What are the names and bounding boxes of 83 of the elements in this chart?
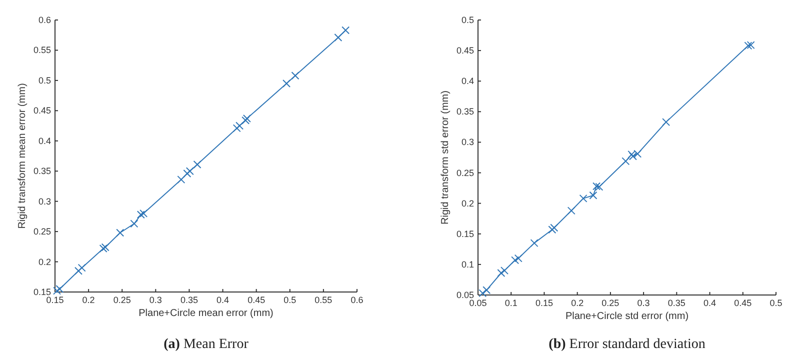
x-tick-label: 0.5	[284, 295, 296, 305]
y-tick-label: 0.4	[461, 76, 474, 86]
x-tick-label: 0.6	[350, 295, 364, 305]
point	[177, 176, 186, 184]
x-tick-label: 0.4	[704, 298, 716, 308]
y-tick-label: 0.35	[456, 106, 474, 117]
point	[592, 182, 601, 190]
y-tick-label: 0.3	[38, 196, 51, 206]
point	[511, 256, 520, 264]
point	[530, 239, 538, 248]
x-tick-label: 0.25	[602, 298, 620, 308]
y-tick-label: 0.25	[33, 226, 51, 237]
point	[497, 269, 506, 277]
point	[622, 157, 630, 166]
point	[514, 254, 522, 262]
y-tick-label: 0.55	[33, 45, 51, 56]
point	[183, 170, 192, 178]
point	[136, 210, 145, 219]
y-tick-label: 0.45	[33, 106, 51, 116]
point	[282, 79, 291, 88]
point	[589, 191, 598, 200]
x-tick-label: 0.35	[668, 298, 686, 308]
y-tick-label: 0.45	[456, 46, 474, 56]
x-tick-label: 0.45	[734, 298, 752, 308]
point	[74, 266, 82, 275]
x-tick-label: 0.4	[216, 295, 230, 305]
point	[744, 42, 752, 50]
point	[116, 228, 124, 237]
point	[579, 194, 588, 202]
point	[662, 118, 670, 126]
point	[53, 286, 62, 295]
point	[232, 124, 241, 132]
y-axis-title: Rigid transform std error (mm)	[440, 90, 451, 224]
x-tick-label: 0.15	[46, 295, 64, 305]
point	[478, 289, 487, 298]
y-tick-label: 0.3	[461, 137, 474, 148]
x-tick-label: 0.5	[770, 298, 782, 308]
point	[78, 264, 86, 272]
x-tick-label: 0.35	[180, 295, 198, 305]
point	[746, 41, 755, 50]
point	[291, 72, 300, 80]
point	[56, 284, 64, 293]
y-tick-label: 0.6	[38, 15, 51, 25]
x-tick-label: 0.45	[248, 295, 266, 305]
y-tick-label: 0.1	[461, 259, 474, 270]
y-tick-label: 0.2	[38, 256, 51, 267]
point	[550, 224, 558, 232]
x-tick-label: 0.05	[469, 298, 487, 308]
point	[99, 244, 108, 252]
point	[334, 34, 342, 42]
y-tick-label: 0.15	[456, 228, 474, 239]
point	[140, 209, 148, 218]
point	[595, 182, 604, 191]
point	[567, 206, 576, 215]
y-tick-label: 0.35	[33, 166, 51, 176]
x-tick-label: 0.15	[535, 298, 553, 308]
point	[186, 167, 194, 176]
x-axis-title: Plane+Circle std error (mm)	[565, 311, 689, 322]
y-tick-label: 0.2	[461, 198, 474, 208]
text: (b) Error standard deviation	[548, 337, 706, 352]
point	[101, 243, 110, 252]
x-tick-label: 0.2	[82, 295, 95, 305]
y-axis-title: Rigid transform mean error (mm)	[17, 83, 28, 229]
y-tick-label: 0.4	[38, 136, 51, 146]
x-tick-label: 0.2	[571, 298, 584, 308]
x-tick-label: 0.25	[113, 295, 131, 305]
x-axis-title: Plane+Circle mean error (mm)	[138, 308, 274, 319]
point	[500, 266, 508, 275]
y-tick-label: 0.5	[461, 15, 474, 25]
text: (a) Mean Error	[164, 337, 249, 352]
x-tick-label: 0.3	[149, 295, 162, 305]
y-tick-label: 0.15	[33, 287, 51, 297]
point	[130, 220, 138, 228]
point	[342, 26, 350, 34]
x-tick-label: 0.1	[504, 298, 518, 308]
x-tick-label: 0.55	[314, 295, 332, 305]
point	[548, 226, 556, 234]
point	[236, 122, 244, 130]
point	[482, 286, 491, 294]
y-tick-label: 0.25	[456, 168, 474, 178]
x-tick-label: 0.3	[637, 298, 650, 308]
point	[193, 160, 202, 168]
y-tick-label: 0.5	[38, 75, 51, 86]
